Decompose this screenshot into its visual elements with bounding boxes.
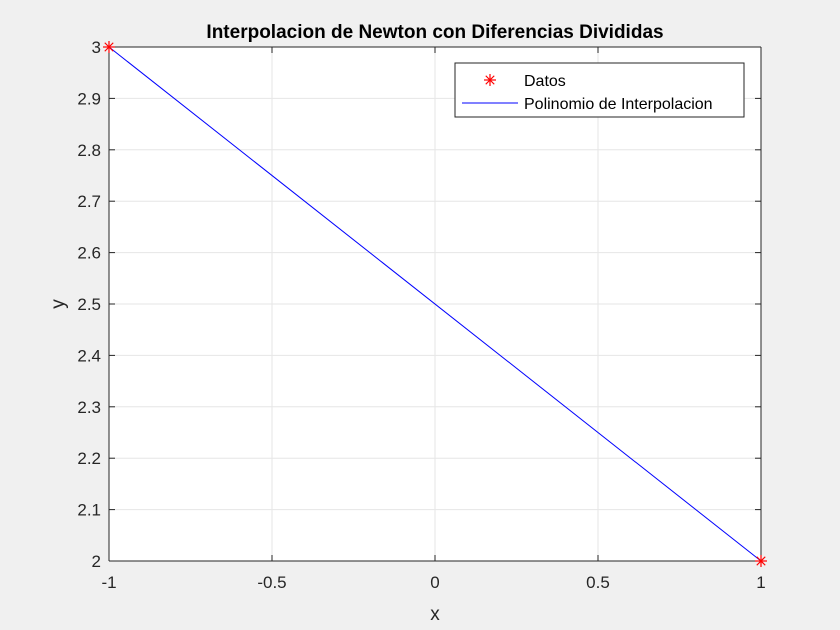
legend-datos-marker — [484, 74, 496, 86]
y-tick-label: 3 — [92, 38, 101, 57]
y-tick-label: 2.4 — [77, 346, 101, 365]
y-tick-label: 2.1 — [77, 501, 101, 520]
y-tick-label: 2.7 — [77, 192, 101, 211]
y-tick-label: 2.6 — [77, 244, 101, 263]
legend-asterisk-icon — [484, 74, 496, 86]
y-axis-label: y — [48, 299, 69, 309]
y-tick-label: 2.8 — [77, 141, 101, 160]
x-axis-ticks: -1 -0.5 0 0.5 1 — [101, 47, 766, 592]
x-tick-label: -1 — [101, 573, 116, 592]
y-tick-label: 2.5 — [77, 295, 101, 314]
y-tick-label: 2 — [92, 552, 101, 571]
chart-title: Interpolacion de Newton con Diferencias … — [206, 22, 663, 43]
x-tick-label: 0.5 — [586, 573, 610, 592]
y-tick-label: 2.3 — [77, 398, 101, 417]
legend: Datos Polinomio de Interpolacion — [454, 62, 745, 118]
data-point-datos — [103, 41, 115, 53]
x-axis-label: x — [430, 604, 440, 625]
legend-polinomio-label: Polinomio de Interpolacion — [524, 96, 713, 113]
data-point-datos — [755, 555, 767, 567]
legend-datos-label: Datos — [524, 73, 566, 90]
x-tick-label: -0.5 — [257, 573, 286, 592]
y-tick-label: 2.2 — [77, 449, 101, 468]
y-tick-label: 2.9 — [77, 89, 101, 108]
plot-area — [103, 41, 767, 567]
x-tick-label: 0 — [430, 573, 439, 592]
series-line-polinomio — [108, 46, 762, 562]
x-tick-label: 1 — [756, 573, 765, 592]
legend-box — [454, 62, 745, 118]
